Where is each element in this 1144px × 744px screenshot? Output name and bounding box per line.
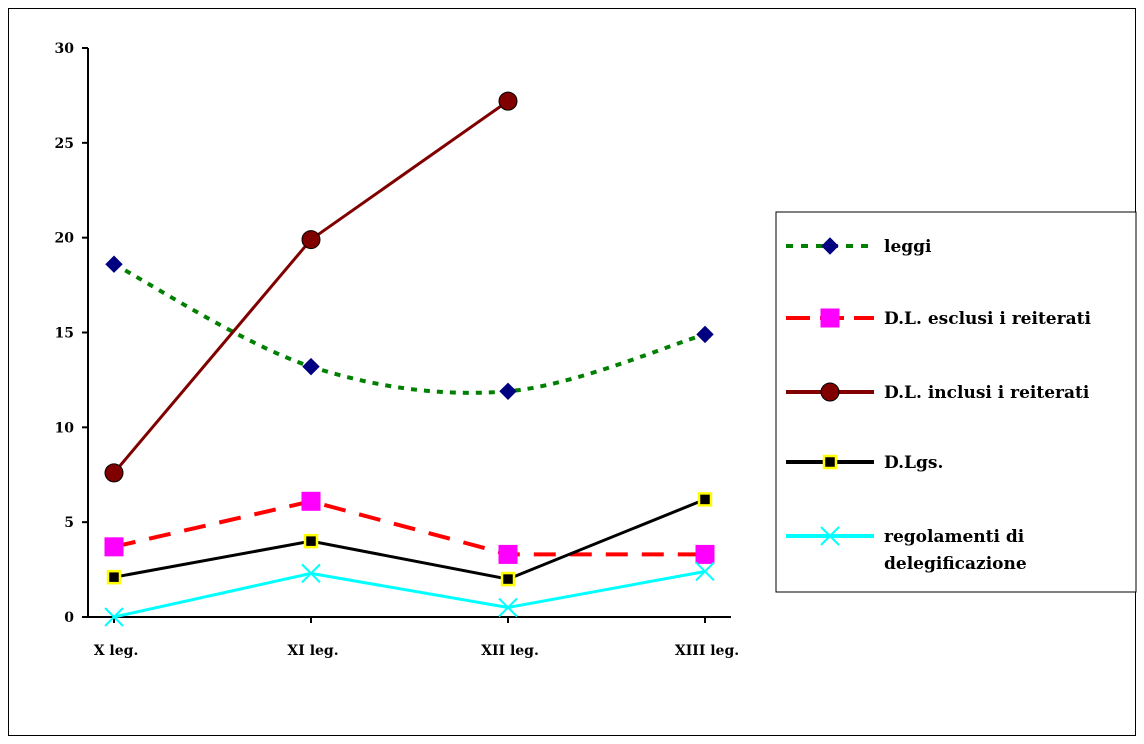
y-tick-label: 15 [55, 326, 74, 342]
series-point [500, 571, 516, 587]
x-tick-label: XII leg. [481, 643, 539, 659]
series-point [301, 491, 321, 511]
series-point [106, 569, 122, 585]
series-point [104, 607, 124, 627]
y-ticks: 0 5 10 15 20 25 30 [55, 41, 88, 626]
series-line [113, 570, 706, 619]
series-point [498, 91, 518, 111]
series-point [695, 544, 715, 564]
series-point [104, 463, 124, 483]
series-point [498, 544, 518, 564]
legend-label: regolamenti di [884, 527, 1025, 547]
x-tick-label: X leg. [94, 643, 139, 659]
legend-item: D.Lgs. [786, 453, 943, 473]
series-point [303, 533, 319, 549]
series-point [499, 382, 517, 401]
y-tick-label: 25 [55, 136, 74, 152]
series-3 [106, 492, 713, 587]
series-point [104, 537, 124, 557]
series-point [105, 255, 123, 273]
legend-label: leggi [884, 237, 932, 257]
legend-item: regolamenti di delegificazione [786, 526, 1027, 574]
y-tick-label: 10 [55, 420, 75, 436]
series-line [113, 262, 706, 395]
series-line [113, 499, 705, 557]
x-ticks: X leg. XI leg. XII leg. XIII leg. [94, 617, 739, 659]
series-2 [104, 91, 518, 483]
series-4 [104, 561, 715, 627]
legend-label: D.L. esclusi i reiterati [884, 309, 1091, 329]
legend-swatch-marker [821, 237, 839, 255]
series-line [113, 498, 706, 581]
legend-label: delegificazione [884, 554, 1027, 574]
series-point [302, 357, 320, 376]
series-0 [105, 255, 714, 401]
series-1 [104, 491, 715, 564]
legend-swatch-marker [822, 454, 838, 470]
y-tick-label: 5 [64, 515, 74, 531]
series-point [301, 563, 321, 584]
series-line [112, 99, 509, 474]
legend-item: leggi [786, 237, 932, 257]
series-point [498, 597, 518, 618]
series-point [695, 561, 715, 582]
legend-item: D.L. inclusi i reiterati [786, 382, 1090, 403]
legend-item: D.L. esclusi i reiterati [786, 308, 1091, 329]
y-tick-label: 20 [55, 231, 75, 247]
legend-label: D.L. inclusi i reiterati [884, 383, 1090, 403]
legend-swatch-marker [820, 382, 840, 402]
series-point [301, 230, 321, 250]
y-tick-label: 0 [64, 610, 74, 626]
x-tick-label: XIII leg. [675, 643, 739, 659]
y-tick-label: 30 [55, 41, 75, 57]
series-point [697, 492, 713, 507]
legend-swatch-marker [820, 526, 840, 546]
legend-label: D.Lgs. [884, 453, 943, 473]
x-tick-label: XI leg. [287, 643, 338, 659]
series-point [696, 325, 714, 344]
legend-swatch-marker [820, 308, 840, 328]
series-layer [104, 91, 715, 627]
legend: leggi D.L. esclusi i reiterati D.L. inclus… [775, 211, 1137, 593]
